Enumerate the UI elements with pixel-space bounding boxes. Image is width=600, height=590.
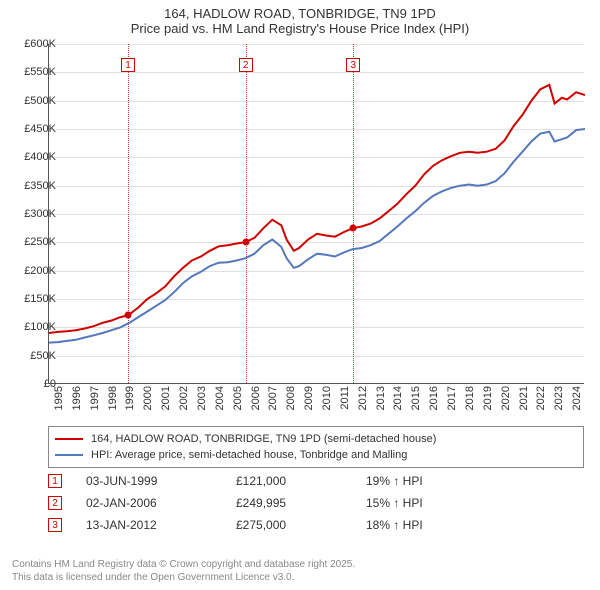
x-axis-tick-label: 2020 — [500, 386, 512, 410]
x-axis-tick-label: 1999 — [124, 386, 136, 410]
sales-table: 1 03-JUN-1999 £121,000 19% ↑ HPI 2 02-JA… — [48, 470, 584, 536]
sale-date: 03-JUN-1999 — [86, 474, 236, 488]
sale-delta: 19% ↑ HPI — [366, 474, 584, 488]
legend: 164, HADLOW ROAD, TONBRIDGE, TN9 1PD (se… — [48, 426, 584, 468]
x-axis-tick-label: 2000 — [142, 386, 154, 410]
sale-delta: 18% ↑ HPI — [366, 518, 584, 532]
x-axis-tick-label: 2005 — [232, 386, 244, 410]
title-line-2: Price paid vs. HM Land Registry's House … — [0, 21, 600, 36]
sale-price: £121,000 — [236, 474, 366, 488]
chart-series-price_paid — [49, 85, 585, 333]
x-axis-tick-label: 2008 — [285, 386, 297, 410]
x-axis-tick-label: 1998 — [107, 386, 119, 410]
x-axis-tick-label: 2006 — [250, 386, 262, 410]
sale-date: 02-JAN-2006 — [86, 496, 236, 510]
x-axis-tick-label: 2021 — [518, 386, 530, 410]
legend-label: 164, HADLOW ROAD, TONBRIDGE, TN9 1PD (se… — [91, 433, 436, 445]
table-row: 3 13-JAN-2012 £275,000 18% ↑ HPI — [48, 514, 584, 536]
sale-index-box: 1 — [48, 474, 62, 488]
x-axis-tick-label: 2009 — [303, 386, 315, 410]
title-line-1: 164, HADLOW ROAD, TONBRIDGE, TN9 1PD — [0, 6, 600, 21]
sale-marker-dot — [350, 225, 357, 232]
x-axis-tick-label: 2001 — [160, 386, 172, 410]
sale-date: 13-JAN-2012 — [86, 518, 236, 532]
sale-price: £249,995 — [236, 496, 366, 510]
x-axis-tick-label: 2022 — [535, 386, 547, 410]
legend-label: HPI: Average price, semi-detached house,… — [91, 449, 407, 461]
x-axis-tick-label: 2003 — [196, 386, 208, 410]
x-axis-tick-label: 2017 — [446, 386, 458, 410]
x-axis-tick-label: 2019 — [482, 386, 494, 410]
footer-line-1: Contains HM Land Registry data © Crown c… — [12, 558, 355, 571]
sale-marker-dot — [242, 239, 249, 246]
sale-marker-box: 3 — [346, 58, 360, 72]
x-axis-tick-label: 2004 — [214, 386, 226, 410]
footer-line-2: This data is licensed under the Open Gov… — [12, 571, 355, 584]
sale-marker-box: 1 — [121, 58, 135, 72]
sale-marker-box: 2 — [239, 58, 253, 72]
chart-series-hpi — [49, 129, 585, 343]
x-axis-tick-label: 2023 — [553, 386, 565, 410]
x-axis-tick-label: 2024 — [571, 386, 583, 410]
x-axis-tick-label: 1997 — [89, 386, 101, 410]
line-chart: 1995199619971998199920002001200220032004… — [48, 44, 584, 384]
legend-swatch — [55, 454, 83, 456]
sale-delta: 15% ↑ HPI — [366, 496, 584, 510]
legend-row: 164, HADLOW ROAD, TONBRIDGE, TN9 1PD (se… — [55, 431, 577, 447]
sale-marker-dot — [124, 312, 131, 319]
x-axis-tick-label: 2016 — [428, 386, 440, 410]
x-axis-tick-label: 2013 — [375, 386, 387, 410]
sale-index-box: 2 — [48, 496, 62, 510]
sale-index-box: 3 — [48, 518, 62, 532]
sale-price: £275,000 — [236, 518, 366, 532]
x-axis-tick-label: 2018 — [464, 386, 476, 410]
x-axis-tick-label: 2014 — [392, 386, 404, 410]
x-axis-tick-label: 2010 — [321, 386, 333, 410]
x-axis-tick-label: 2012 — [357, 386, 369, 410]
x-axis-tick-label: 2011 — [339, 386, 351, 410]
x-axis-tick-label: 2002 — [178, 386, 190, 410]
chart-title: 164, HADLOW ROAD, TONBRIDGE, TN9 1PD Pri… — [0, 0, 600, 38]
x-axis-tick-label: 2007 — [267, 386, 279, 410]
x-axis-tick-label: 1996 — [71, 386, 83, 410]
table-row: 1 03-JUN-1999 £121,000 19% ↑ HPI — [48, 470, 584, 492]
legend-swatch — [55, 438, 83, 440]
table-row: 2 02-JAN-2006 £249,995 15% ↑ HPI — [48, 492, 584, 514]
footer-attribution: Contains HM Land Registry data © Crown c… — [12, 558, 355, 584]
chart-plot-svg — [49, 44, 585, 384]
legend-row: HPI: Average price, semi-detached house,… — [55, 447, 577, 463]
x-axis-tick-label: 2015 — [410, 386, 422, 410]
